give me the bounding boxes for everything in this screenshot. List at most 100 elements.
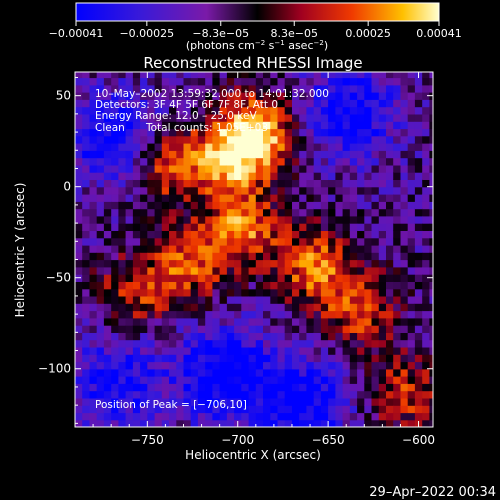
heatmap-cell bbox=[219, 194, 228, 202]
heatmap-cell bbox=[292, 164, 300, 173]
heatmap-cell bbox=[190, 157, 199, 166]
heatmap-cell bbox=[422, 339, 430, 348]
heatmap-cell bbox=[277, 113, 286, 122]
heatmap-cell bbox=[414, 135, 423, 144]
heatmap-cell bbox=[190, 295, 199, 304]
heatmap-cell bbox=[320, 419, 329, 427]
heatmap-cell bbox=[371, 106, 380, 115]
heatmap-cell bbox=[320, 266, 329, 275]
heatmap-cell bbox=[263, 361, 271, 370]
heatmap-cell bbox=[111, 405, 119, 414]
heatmap-cell bbox=[219, 412, 228, 421]
heatmap-cell bbox=[393, 164, 401, 173]
heatmap-cell bbox=[183, 179, 192, 188]
heatmap-cell bbox=[125, 281, 134, 290]
heatmap-cell bbox=[429, 121, 433, 130]
heatmap-cell bbox=[357, 346, 365, 355]
heatmap-cell bbox=[277, 259, 286, 268]
heatmap-cell bbox=[132, 412, 141, 421]
heatmap-cell bbox=[284, 186, 293, 195]
heatmap-cell bbox=[342, 274, 351, 282]
heatmap-cell bbox=[342, 288, 351, 297]
heatmap-cell bbox=[284, 310, 293, 319]
colorbar-tick-label: −0.00025 bbox=[119, 27, 174, 40]
heatmap-cell bbox=[89, 317, 98, 326]
heatmap-cell bbox=[255, 223, 264, 231]
heatmap-cell bbox=[320, 332, 329, 341]
heatmap-cell bbox=[277, 274, 286, 282]
heatmap-cell bbox=[241, 303, 250, 312]
heatmap-cell bbox=[140, 390, 148, 399]
heatmap-cell bbox=[342, 354, 351, 363]
heatmap-cell bbox=[147, 295, 156, 304]
heatmap-cell bbox=[248, 186, 257, 195]
annotation-time-range: 10–May–2002 13:59:32.000 to 14:01:32.000 bbox=[95, 88, 329, 100]
heatmap-cell bbox=[219, 230, 228, 239]
heatmap-cell bbox=[371, 419, 380, 427]
heatmap-cell bbox=[219, 157, 228, 166]
heatmap-cell bbox=[371, 339, 380, 348]
heatmap-cell bbox=[277, 405, 286, 414]
heatmap-cell bbox=[169, 376, 177, 384]
heatmap-cell bbox=[299, 383, 307, 392]
heatmap-cell bbox=[378, 143, 387, 151]
heatmap-cell bbox=[255, 266, 264, 275]
heatmap-cell bbox=[349, 361, 358, 370]
heatmap-cell bbox=[111, 106, 119, 115]
heatmap-cell bbox=[320, 135, 329, 144]
heatmap-cell bbox=[197, 84, 206, 93]
heatmap-cell bbox=[125, 361, 134, 370]
heatmap-cell bbox=[320, 113, 329, 122]
heatmap-cell bbox=[111, 172, 119, 180]
heatmap-cell bbox=[407, 157, 416, 166]
heatmap-cell bbox=[190, 77, 199, 86]
heatmap-cell bbox=[96, 230, 105, 239]
heatmap-cell bbox=[335, 303, 344, 312]
heatmap-cell bbox=[212, 99, 221, 108]
heatmap-cell bbox=[118, 99, 127, 108]
heatmap-cell bbox=[349, 303, 358, 312]
heatmap-cell bbox=[422, 376, 430, 384]
heatmap-cell bbox=[400, 252, 409, 261]
heatmap-cell bbox=[393, 361, 401, 370]
heatmap-cell bbox=[169, 201, 177, 210]
heatmap-cell bbox=[263, 164, 271, 173]
heatmap-cell bbox=[147, 346, 156, 355]
heatmap-cell bbox=[371, 325, 380, 333]
heatmap-cell bbox=[132, 332, 141, 341]
heatmap-cell bbox=[284, 99, 293, 108]
heatmap-cell bbox=[212, 106, 221, 115]
heatmap-cell bbox=[393, 288, 401, 297]
heatmap-cell bbox=[306, 412, 315, 421]
heatmap-cell bbox=[400, 194, 409, 202]
heatmap-cell bbox=[205, 128, 213, 137]
heatmap-cell bbox=[205, 179, 213, 188]
heatmap-cell bbox=[125, 303, 134, 312]
heatmap-cell bbox=[234, 106, 242, 115]
heatmap-cell bbox=[205, 390, 213, 399]
heatmap-cell bbox=[89, 186, 98, 195]
heatmap-cell bbox=[226, 419, 235, 427]
heatmap-cell bbox=[132, 346, 141, 355]
heatmap-cell bbox=[357, 274, 365, 282]
heatmap-cell bbox=[111, 325, 119, 333]
heatmap-cell bbox=[313, 121, 322, 130]
heatmap-cell bbox=[140, 303, 148, 312]
heatmap-cell bbox=[103, 361, 112, 370]
heatmap-cell bbox=[219, 419, 228, 427]
heatmap-cell bbox=[103, 419, 112, 427]
heatmap-cell bbox=[284, 113, 293, 122]
heatmap-cell bbox=[328, 332, 336, 341]
heatmap-cell bbox=[89, 92, 98, 100]
heatmap-cell bbox=[313, 99, 322, 108]
heatmap-cell bbox=[255, 288, 264, 297]
heatmap-cell bbox=[96, 150, 105, 159]
heatmap-cell bbox=[205, 230, 213, 239]
heatmap-cell bbox=[140, 237, 148, 246]
heatmap-cell bbox=[154, 194, 163, 202]
heatmap-cell bbox=[154, 164, 163, 173]
heatmap-cell bbox=[313, 397, 322, 406]
heatmap-cell bbox=[414, 339, 423, 348]
heatmap-cell bbox=[190, 317, 199, 326]
heatmap-cell bbox=[429, 266, 433, 275]
